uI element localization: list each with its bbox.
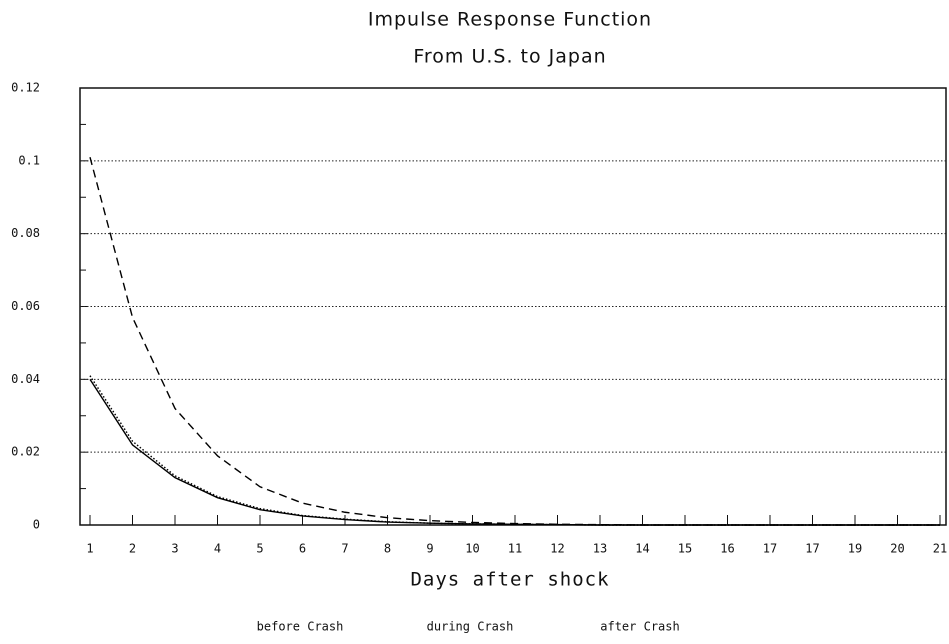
- x-tick-label: 9: [426, 542, 433, 556]
- x-tick-label: 17: [805, 542, 819, 556]
- x-tick-label: 20: [890, 542, 904, 556]
- x-tick-label: 10: [465, 542, 479, 556]
- x-tick-label: 3: [171, 542, 178, 556]
- x-tick-label: 17: [763, 542, 777, 556]
- x-tick-label: 4: [214, 542, 221, 556]
- y-tick-label: 0.1: [18, 153, 40, 167]
- x-tick-label: 21: [933, 542, 947, 556]
- series-line: [89, 157, 940, 526]
- x-tick-label: 1: [86, 542, 93, 556]
- x-tick-label: 15: [678, 542, 692, 556]
- y-tick-label: 0.02: [11, 445, 40, 459]
- x-tick-label: 7: [341, 542, 348, 556]
- chart-title: Impulse Response Function: [368, 9, 652, 31]
- x-tick-label: 8: [384, 542, 391, 556]
- y-tick-label: 0.12: [11, 81, 40, 95]
- x-tick-label: 11: [508, 542, 522, 556]
- legend-label: during Crash: [427, 620, 514, 634]
- y-tick-label: 0.06: [11, 299, 40, 313]
- y-tick-label: 0.08: [11, 226, 40, 240]
- x-axis-label: Days after shock: [410, 569, 609, 591]
- x-tick-label: 14: [635, 542, 649, 556]
- legend-label: before Crash: [257, 620, 344, 634]
- x-tick-label: 2: [129, 542, 136, 556]
- x-tick-label: 16: [720, 542, 734, 556]
- chart-subtitle: From U.S. to Japan: [413, 46, 606, 68]
- x-tick-label: 6: [299, 542, 306, 556]
- x-tick-label: 19: [848, 542, 862, 556]
- y-tick-label: 0.04: [11, 372, 40, 386]
- series-line: [89, 375, 940, 526]
- x-tick-label: 12: [550, 542, 564, 556]
- legend-label: after Crash: [600, 620, 679, 634]
- x-tick-label: 5: [256, 542, 263, 556]
- y-tick-label: 0: [33, 518, 40, 532]
- x-tick-label: 13: [593, 542, 607, 556]
